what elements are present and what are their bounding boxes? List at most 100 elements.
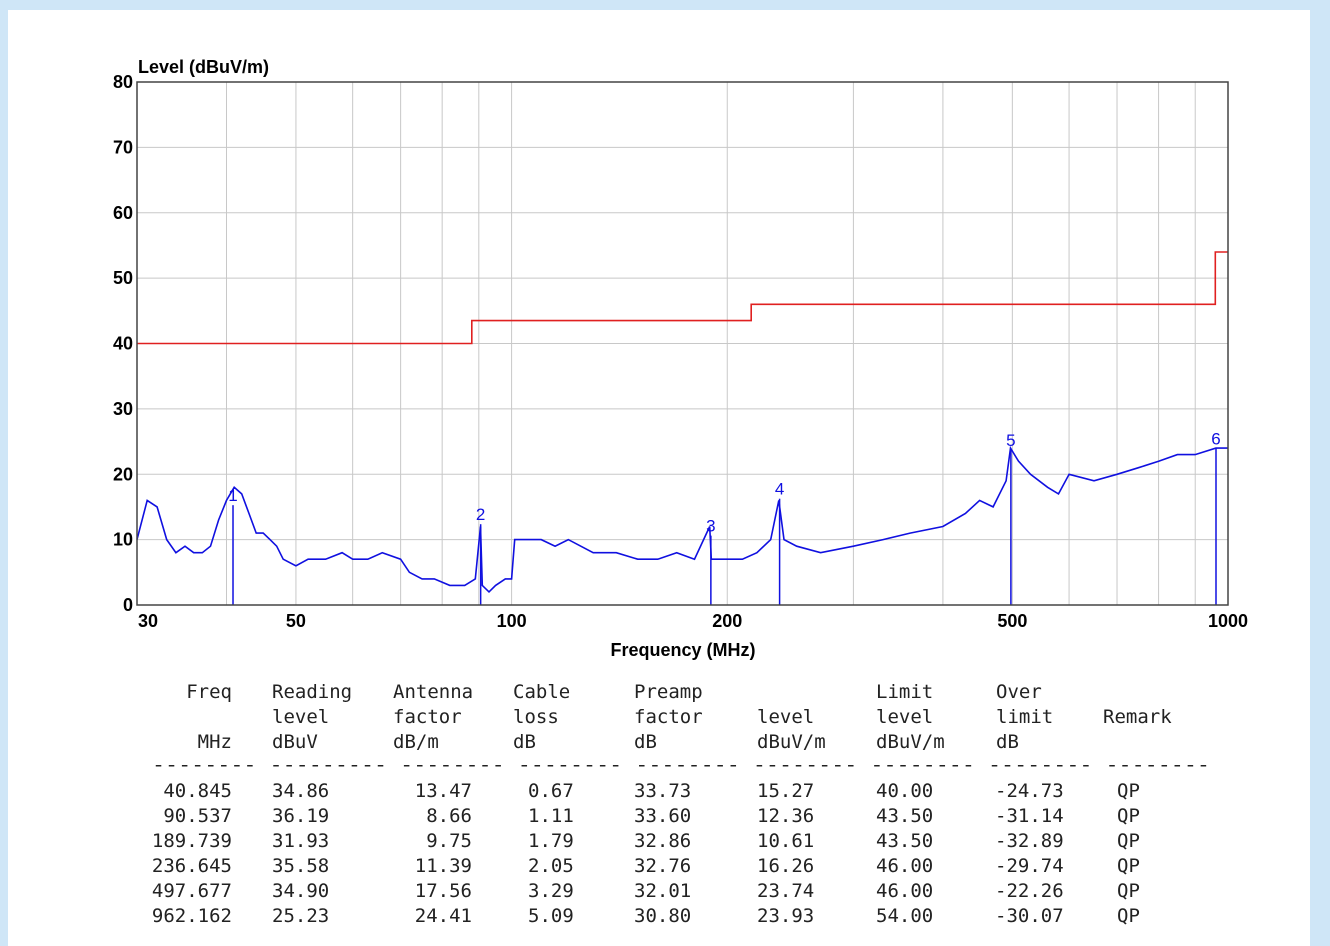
- table-cell: 12.36: [757, 805, 814, 827]
- table-cell: 23.93: [757, 905, 814, 927]
- table-cell: 0.67: [528, 780, 574, 802]
- marker-label: 6: [1211, 430, 1220, 449]
- table-header: Preamp: [634, 681, 703, 703]
- table-cell: 54.00: [876, 905, 933, 927]
- table-cell: 34.90: [272, 880, 329, 902]
- table-header: MHz: [198, 731, 232, 753]
- table-cell: 16.26: [757, 855, 814, 877]
- x-axis-title: Frequency (MHz): [610, 640, 755, 660]
- series-line: [136, 445, 1228, 594]
- table-cell: -31.14: [995, 805, 1064, 827]
- table-cell: 33.60: [634, 805, 691, 827]
- table-cell: 35.58: [272, 855, 329, 877]
- marker-label: 5: [1006, 431, 1015, 450]
- y-tick-label: 80: [113, 72, 133, 92]
- y-tick-label: 20: [113, 464, 133, 484]
- table-header: Limit: [876, 681, 933, 703]
- y-tick-label: 50: [113, 268, 133, 288]
- table-cell: 13.47: [415, 780, 472, 802]
- table-cell: 33.73: [634, 780, 691, 802]
- x-tick-label: 200: [712, 611, 742, 631]
- table-separator: -------- --------- -------- -------- ---…: [152, 754, 1210, 776]
- table-header: dBuV/m: [757, 731, 826, 753]
- table-header: dB: [996, 731, 1019, 753]
- table-cell: 2.05: [528, 855, 574, 877]
- table-header: dBuV: [272, 731, 318, 753]
- table-cell: 1.79: [528, 830, 574, 852]
- table-cell: 5.09: [528, 905, 574, 927]
- table-cell: 40.00: [876, 780, 933, 802]
- table-cell: 11.39: [415, 855, 472, 877]
- table-header: Over: [996, 681, 1042, 703]
- table-header: factor: [393, 706, 462, 728]
- table-cell: 25.23: [272, 905, 329, 927]
- x-tick-label: 50: [286, 611, 306, 631]
- table-cell: -29.74: [995, 855, 1064, 877]
- table-cell: 34.86: [272, 780, 329, 802]
- table-cell: 17.56: [415, 880, 472, 902]
- table-header: Antenna: [393, 681, 473, 703]
- table-cell: 189.739: [152, 830, 232, 852]
- table-header: level: [272, 706, 329, 728]
- table-header: Remark: [1103, 706, 1172, 728]
- table-cell: 46.00: [876, 855, 933, 877]
- marker-label: 4: [775, 480, 784, 499]
- table-cell: 23.74: [757, 880, 814, 902]
- y-tick-label: 70: [113, 137, 133, 157]
- table-cell: QP: [1117, 805, 1140, 827]
- table-cell: 32.01: [634, 880, 691, 902]
- x-tick-label: 500: [997, 611, 1027, 631]
- table-cell: -24.73: [995, 780, 1064, 802]
- marker-label: 2: [476, 505, 485, 524]
- table-header: factor: [634, 706, 703, 728]
- table-cell: 31.93: [272, 830, 329, 852]
- table-header: level: [757, 706, 814, 728]
- x-tick-label: 1000: [1208, 611, 1248, 631]
- table-cell: 46.00: [876, 880, 933, 902]
- table-header: Reading: [272, 681, 352, 703]
- y-tick-label: 40: [113, 334, 133, 354]
- table-cell: 15.27: [757, 780, 814, 802]
- series-line: [137, 251, 1228, 345]
- y-axis-title: Level (dBuV/m): [138, 57, 269, 77]
- table-cell: -32.89: [995, 830, 1064, 852]
- table-header: Cable: [513, 681, 570, 703]
- table-cell: 962.162: [152, 905, 232, 927]
- table-cell: 30.80: [634, 905, 691, 927]
- table-header: dBuV/m: [876, 731, 945, 753]
- plot-frame: [136, 81, 1229, 606]
- table-header: loss: [513, 706, 559, 728]
- table-cell: 497.677: [152, 880, 232, 902]
- table-cell: 9.75: [426, 830, 472, 852]
- table-cell: 90.537: [163, 805, 232, 827]
- x-tick-label: 30: [138, 611, 158, 631]
- table-cell: QP: [1117, 880, 1140, 902]
- table-cell: 10.61: [757, 830, 814, 852]
- marker-label: 3: [706, 517, 715, 536]
- table-cell: 43.50: [876, 805, 933, 827]
- table-header: Freq: [186, 681, 232, 703]
- table-cell: 32.86: [634, 830, 691, 852]
- table-cell: 236.645: [152, 855, 232, 877]
- x-tick-label: 100: [497, 611, 527, 631]
- table-cell: 3.29: [528, 880, 574, 902]
- y-tick-label: 30: [113, 399, 133, 419]
- y-tick-label: 10: [113, 530, 133, 550]
- y-tick-label: 0: [123, 595, 133, 615]
- table-cell: 1.11: [528, 805, 574, 827]
- table-cell: QP: [1117, 905, 1140, 927]
- table-cell: -30.07: [995, 905, 1064, 927]
- table-cell: QP: [1117, 830, 1140, 852]
- marker-label: 1: [228, 486, 237, 505]
- table-header: dB: [634, 731, 657, 753]
- table-cell: 43.50: [876, 830, 933, 852]
- y-tick-label: 60: [113, 203, 133, 223]
- table-header: dB/m: [393, 731, 439, 753]
- table-header: limit: [996, 706, 1053, 728]
- table-cell: QP: [1117, 780, 1140, 802]
- table-header: level: [876, 706, 933, 728]
- table-cell: QP: [1117, 855, 1140, 877]
- table-cell: -22.26: [995, 880, 1064, 902]
- table-cell: 32.76: [634, 855, 691, 877]
